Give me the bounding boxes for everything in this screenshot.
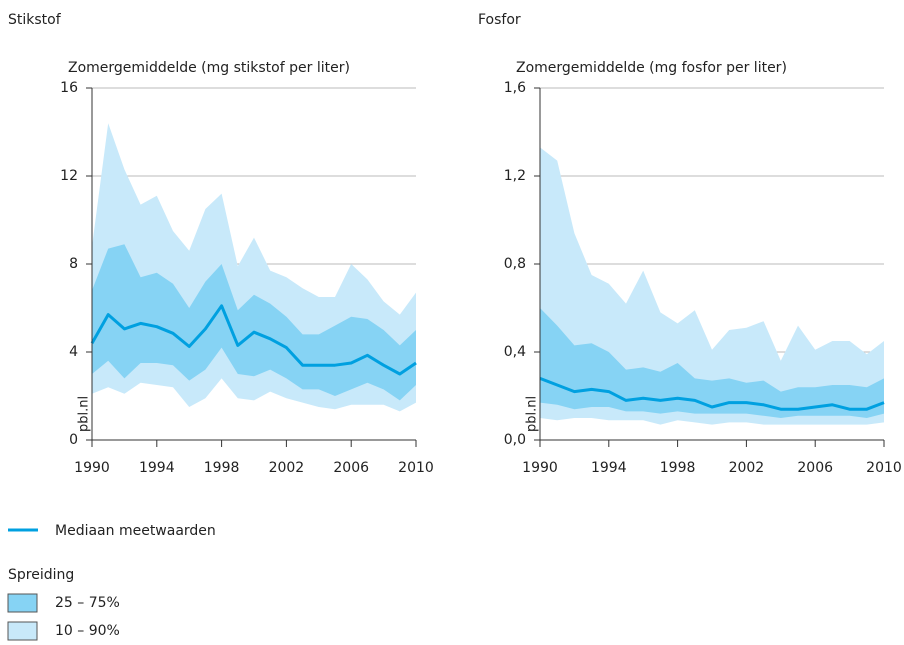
x-tick-label: 2002 xyxy=(729,460,765,476)
x-tick-label: 2006 xyxy=(333,460,369,476)
legend-swatch xyxy=(7,593,38,613)
band xyxy=(540,308,884,418)
source: pbl.nl xyxy=(525,396,540,432)
source: pbl.nl xyxy=(77,396,92,432)
x-tick-label: 1994 xyxy=(139,460,175,476)
x-tick-label: 2010 xyxy=(398,460,434,476)
y-tick-label: 0 xyxy=(69,432,78,448)
legend-label: 25 – 75% xyxy=(55,595,120,611)
y-tick-label: 4 xyxy=(69,344,78,360)
panel-title: Fosfor xyxy=(478,12,521,28)
legend-label: Mediaan meetwaarden xyxy=(55,523,216,539)
y-tick-label: 0,0 xyxy=(504,432,526,448)
x-tick-label: 1990 xyxy=(522,460,558,476)
legend-swatch xyxy=(7,621,38,641)
band xyxy=(540,147,884,425)
x-tick-label: 1998 xyxy=(660,460,696,476)
y-tick-label: 0,4 xyxy=(504,344,526,360)
median-line xyxy=(90,304,417,376)
x-tick-label: 2010 xyxy=(866,460,902,476)
y-tick-label: 1,2 xyxy=(504,168,526,184)
y-tick-label: 1,6 xyxy=(504,80,526,96)
x-tick-label: 1990 xyxy=(74,460,110,476)
x-tick-label: 2002 xyxy=(269,460,305,476)
band xyxy=(92,244,416,401)
axis-label: Zomergemiddelde (mg stikstof per liter) xyxy=(68,60,350,76)
legend-label: 10 – 90% xyxy=(55,623,120,639)
y-tick-label: 12 xyxy=(60,168,78,184)
axis-label: Zomergemiddelde (mg fosfor per liter) xyxy=(516,60,787,76)
panel-title: Stikstof xyxy=(8,12,62,28)
median-line xyxy=(539,376,885,411)
y-tick-label: 0,8 xyxy=(504,256,526,272)
x-tick-label: 1998 xyxy=(204,460,240,476)
y-tick-label: 16 xyxy=(60,80,78,96)
y-tick-label: 8 xyxy=(69,256,78,272)
x-tick-label: 1994 xyxy=(591,460,627,476)
legend-heading: Spreiding xyxy=(8,567,74,583)
x-tick-label: 2006 xyxy=(797,460,833,476)
